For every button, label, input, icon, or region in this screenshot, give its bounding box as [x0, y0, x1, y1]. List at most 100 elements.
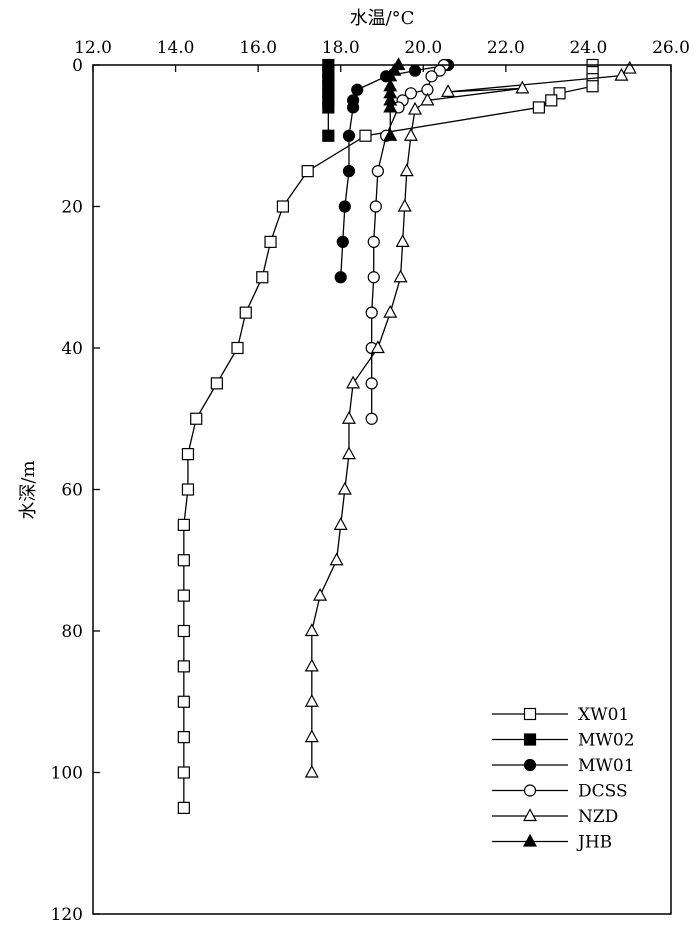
- series-xw01-point: [177, 766, 190, 779]
- series-xw01-point: [359, 129, 372, 142]
- x-axis-title: 水温/°C: [350, 8, 415, 29]
- series-nzd-point: [397, 198, 412, 212]
- series-dcss-point: [367, 271, 380, 284]
- series-xw01-point: [553, 87, 566, 100]
- x-tick-label: 14.0: [157, 38, 195, 58]
- series-jhb-point: [383, 127, 398, 141]
- series-mw02: [322, 58, 335, 142]
- series-nzd-point: [408, 101, 423, 115]
- series-mw01-point: [347, 101, 360, 114]
- series-dcss-point: [365, 377, 378, 390]
- series-mw01-point: [408, 64, 422, 77]
- series-xw01-point: [177, 554, 190, 567]
- plot-frame: [92, 64, 672, 915]
- x-tick-label: 20.0: [404, 38, 442, 58]
- series-xw01-point: [264, 235, 277, 248]
- legend-item-mw02: MW02: [492, 731, 635, 751]
- series-nzd-point: [515, 80, 530, 94]
- series-nzd-point: [341, 446, 356, 460]
- series-nzd-point: [346, 375, 361, 389]
- series-jhb-point: [383, 99, 398, 113]
- y-tick-label: 80: [61, 622, 83, 642]
- series-nzd-point: [333, 517, 348, 530]
- series-xw01: [177, 58, 599, 814]
- series-dcss-point: [365, 306, 378, 319]
- series-mw02-point: [322, 129, 335, 142]
- series-jhb: [383, 57, 406, 141]
- y-tick-label: 100: [51, 764, 83, 784]
- y-tick-label: 40: [61, 339, 83, 359]
- series-xw01-point: [181, 448, 195, 461]
- series-xw01-point: [532, 101, 545, 114]
- series-xw01-line: [183, 65, 594, 808]
- legend-label-xw01: XW01: [578, 705, 629, 725]
- series-xw01-point: [177, 801, 190, 814]
- series-mw02-point: [322, 101, 335, 114]
- legend-marker-xw01: [523, 707, 537, 721]
- series-mw01-point: [334, 271, 347, 284]
- series-xw01-point: [545, 94, 558, 107]
- series-nzd-line: [311, 68, 631, 773]
- series-xw01-point: [276, 200, 290, 213]
- legend-item-dcss: DCSS: [492, 782, 628, 802]
- series-xw01-point: [177, 731, 190, 744]
- plot-series: [177, 57, 637, 814]
- series-xw01-point: [177, 660, 190, 673]
- y-tick-label: 0: [72, 56, 83, 76]
- series-xw01-point: [177, 624, 190, 638]
- series-nzd-point: [341, 410, 356, 424]
- series-nzd-point: [313, 587, 328, 601]
- series-nzd-point: [304, 623, 319, 637]
- series-dcss-point: [369, 200, 382, 213]
- series-xw01-point: [181, 483, 195, 496]
- series-xw01-point: [256, 271, 269, 284]
- x-tick-label: 12.0: [74, 38, 112, 58]
- series-nzd-point: [383, 304, 398, 318]
- series-dcss-point: [365, 412, 378, 425]
- legend-marker-mw01: [523, 758, 537, 772]
- series-nzd-point: [304, 693, 319, 707]
- legend-label-mw01: MW01: [578, 756, 635, 776]
- series-nzd-point: [337, 481, 352, 495]
- legend-marker-mw02: [523, 733, 537, 746]
- series-dcss-point: [404, 87, 417, 100]
- legend-item-jhb: JHB: [492, 833, 612, 853]
- series-mw01: [334, 58, 455, 284]
- series-nzd-point: [393, 269, 408, 283]
- series-xw01-point: [239, 306, 252, 319]
- x-tick-label: 26.0: [652, 38, 690, 58]
- legend-label-dcss: DCSS: [578, 782, 628, 802]
- y-axis-title: 水深/m: [18, 460, 39, 519]
- series-nzd-point: [304, 658, 319, 672]
- legend-label-mw02: MW02: [578, 731, 635, 751]
- series-nzd-point: [304, 764, 319, 778]
- x-tick-label: 16.0: [239, 38, 277, 58]
- series-nzd-point: [622, 60, 637, 74]
- series-mw01-point: [336, 235, 349, 248]
- series-nzd: [304, 60, 637, 778]
- series-xw01-point: [177, 589, 190, 602]
- series-xw01-point: [301, 165, 314, 178]
- legend-label-nzd: NZD: [578, 807, 618, 827]
- series-xw01-point: [190, 412, 203, 425]
- y-tick-label: 60: [61, 481, 83, 501]
- x-tick-label: 24.0: [569, 38, 607, 58]
- series-nzd-point: [441, 84, 456, 97]
- legend-item-mw01: MW01: [492, 756, 635, 776]
- x-tick-label: 22.0: [487, 38, 525, 58]
- legend-marker-nzd: [522, 808, 538, 822]
- series-xw01-point: [586, 80, 599, 93]
- legend-label-jhb: JHB: [576, 833, 612, 853]
- series-nzd-point: [403, 127, 418, 141]
- series-dcss-point: [371, 165, 384, 178]
- series-nzd-point: [399, 163, 414, 177]
- series-mw01-point: [342, 129, 356, 142]
- series-dcss-point: [425, 70, 438, 83]
- y-tick-label: 20: [61, 198, 83, 218]
- x-tick-label: 18.0: [322, 38, 360, 58]
- series-nzd-point: [370, 340, 385, 354]
- legend-item-xw01: XW01: [492, 705, 629, 725]
- series-dcss-line: [371, 64, 445, 419]
- series-mw01-point: [338, 200, 351, 213]
